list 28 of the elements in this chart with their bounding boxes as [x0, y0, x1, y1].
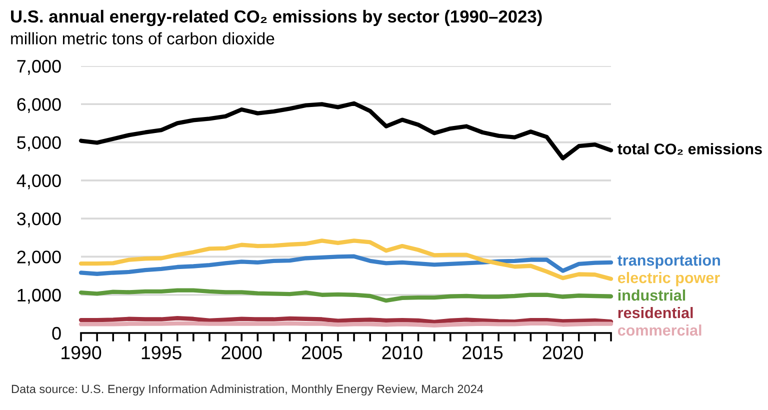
series-label: electric power [618, 272, 720, 286]
line-series [78, 101, 614, 160]
x-tick-label: 1990 [62, 346, 102, 360]
x-tick-label: 2020 [542, 346, 583, 360]
source-note: Data source: U.S. Energy Information Administration, Monthly Energy Review, March 2024 [12, 384, 484, 396]
chart-subtitle: million metric tons of carbon dioxide [11, 32, 274, 44]
line-series [78, 288, 614, 303]
y-tick-label: 5,000 [17, 136, 61, 152]
y-tick-label: 2,000 [17, 250, 61, 266]
chart-title: U.S. annual energy-related CO₂ emissions by sector (1990–2023) [11, 10, 542, 26]
line-series [78, 238, 614, 281]
line-series [78, 254, 614, 276]
x-tick-label: 1995 [142, 346, 182, 360]
y-tick-label: 4,000 [16, 174, 61, 190]
series-label: industrial [618, 289, 686, 301]
y-tick-label: 6,000 [17, 98, 61, 113]
x-tick-label: 2005 [302, 346, 342, 360]
y-tick-label: 7,000 [17, 60, 61, 75]
y-tick-label: 3,000 [17, 212, 61, 228]
series-label: transportation [618, 254, 720, 269]
x-tick-label: 2000 [222, 346, 262, 360]
x-tick-label: 2015 [462, 346, 503, 360]
y-tick-label: 0 [52, 326, 61, 340]
y-tick-label: 1,000 [18, 288, 61, 304]
series-label: commercial [618, 324, 702, 336]
x-tick-label: 2010 [382, 346, 422, 360]
series-label: total CO₂ emissions [618, 143, 762, 155]
series-label: residential [618, 306, 693, 318]
